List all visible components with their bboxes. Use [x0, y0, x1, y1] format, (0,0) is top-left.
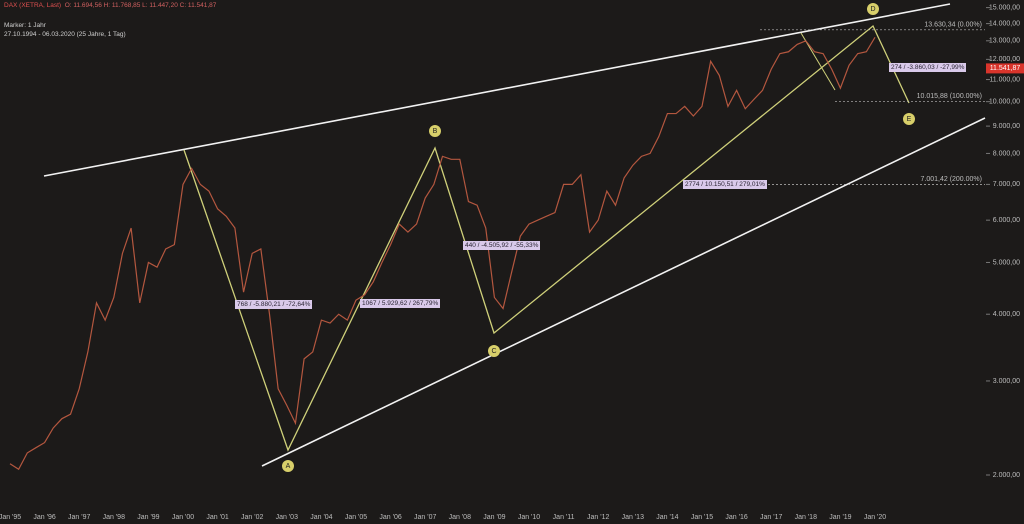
- x-tick-label: Jan '06: [379, 514, 401, 521]
- last-price-label: 11.541,87: [990, 65, 1021, 72]
- wave-marker: [429, 125, 441, 137]
- x-tick-label: Jan '03: [276, 514, 298, 521]
- x-tick-label: Jan '08: [449, 514, 471, 521]
- x-tick-label: Jan '18: [795, 514, 817, 521]
- x-tick-label: Jan '05: [345, 514, 367, 521]
- y-tick-label: 7.000,00: [993, 181, 1020, 188]
- x-tick-label: Jan '00: [172, 514, 194, 521]
- y-tick-label: 3.000,00: [993, 378, 1020, 385]
- marker: Marker: 1 Jahr: [4, 22, 46, 29]
- lower-trend-line: [261, 117, 986, 467]
- date-range: 27.10.1994 - 06.03.2020 (25 Jahre, 1 Tag…: [4, 31, 126, 38]
- y-tick-label: 8.000,00: [993, 150, 1020, 157]
- level-label: 7.001,42 (200.00%): [921, 176, 983, 183]
- x-tick-label: Jan '17: [760, 514, 782, 521]
- header: DAX (XETRA, Last) O: 11.694,56 H: 11.768…: [4, 2, 216, 9]
- x-tick-label: Jan '13: [622, 514, 644, 521]
- x-tick-label: Jan '11: [553, 514, 575, 521]
- wave-lines: [183, 24, 910, 452]
- y-tick-label: 12.000,00: [989, 56, 1020, 63]
- wave-marker: [903, 113, 915, 125]
- x-tick-label: Jan '96: [33, 514, 55, 521]
- wave-marker: [282, 460, 294, 472]
- ohlc: O: 11.694,56 H: 11.768,85 L: 11.447,20 C…: [64, 2, 217, 9]
- upper-trend-line: [43, 3, 951, 177]
- y-tick-label: 10.000,00: [989, 99, 1020, 106]
- x-tick-label: Jan '20: [864, 514, 886, 521]
- wave-label: A: [286, 463, 291, 470]
- x-tick-label: Jan '98: [103, 514, 125, 521]
- wave-label: E: [907, 116, 912, 123]
- annotation: 1067 / 5.929,62 / 267,79%: [360, 299, 441, 308]
- annotation: 440 / -4.505,92 / -55,33%: [463, 241, 541, 250]
- wave-label: D: [870, 6, 875, 13]
- y-tick-label: 13.000,00: [989, 38, 1020, 45]
- y-tick-label: 14.000,00: [989, 20, 1020, 27]
- x-tick-label: Jan '95: [0, 514, 21, 521]
- x-tick-label: Jan '09: [483, 514, 505, 521]
- x-tick-label: Jan '07: [414, 514, 436, 521]
- wave-markers: [282, 3, 915, 472]
- y-tick-label: 15.000,00: [989, 4, 1020, 11]
- price-layer: [9, 36, 876, 471]
- y-tick-label: 9.000,00: [993, 123, 1020, 130]
- annotation: 2774 / 10.150,51 / 279,01%: [683, 180, 767, 189]
- last-price-box: [986, 63, 1024, 74]
- y-tick-label: 6.000,00: [993, 217, 1020, 224]
- y-tick-label: 5.000,00: [993, 259, 1020, 266]
- x-tick-label: Jan '15: [691, 514, 713, 521]
- annotation: 768 / -5.880,21 / -72,64%: [235, 300, 313, 309]
- symbol: DAX (XETRA, Last): [4, 2, 62, 9]
- y-tick-label: 4.000,00: [993, 311, 1020, 318]
- x-tick-label: Jan '16: [725, 514, 747, 521]
- x-tick-label: Jan '02: [241, 514, 263, 521]
- wave-marker: [488, 345, 500, 357]
- wave-label: B: [433, 128, 438, 135]
- trend-lines: [43, 3, 986, 467]
- level-label: 10.015,88 (100.00%): [917, 93, 982, 100]
- x-tick-label: Jan '04: [310, 514, 332, 521]
- wave-label: C: [491, 348, 496, 355]
- x-tick-label: Jan '14: [656, 514, 678, 521]
- x-tick-label: Jan '12: [587, 514, 609, 521]
- x-tick-label: Jan '99: [137, 514, 159, 521]
- y-tick-label: 11.000,00: [989, 76, 1020, 83]
- price-line: [9, 36, 876, 471]
- y-tick-label: 2.000,00: [993, 472, 1020, 479]
- level-label: 13.630,34 (0.00%): [924, 22, 982, 29]
- x-tick-label: Jan '10: [518, 514, 540, 521]
- x-tick-label: Jan '97: [68, 514, 90, 521]
- annotation: 274 / -3.860,03 / -27,99%: [889, 63, 967, 72]
- x-tick-label: Jan '19: [829, 514, 851, 521]
- wave-labels: A B C D E: [286, 6, 912, 470]
- x-tick-label: Jan '01: [206, 514, 228, 521]
- wave-marker: [867, 3, 879, 15]
